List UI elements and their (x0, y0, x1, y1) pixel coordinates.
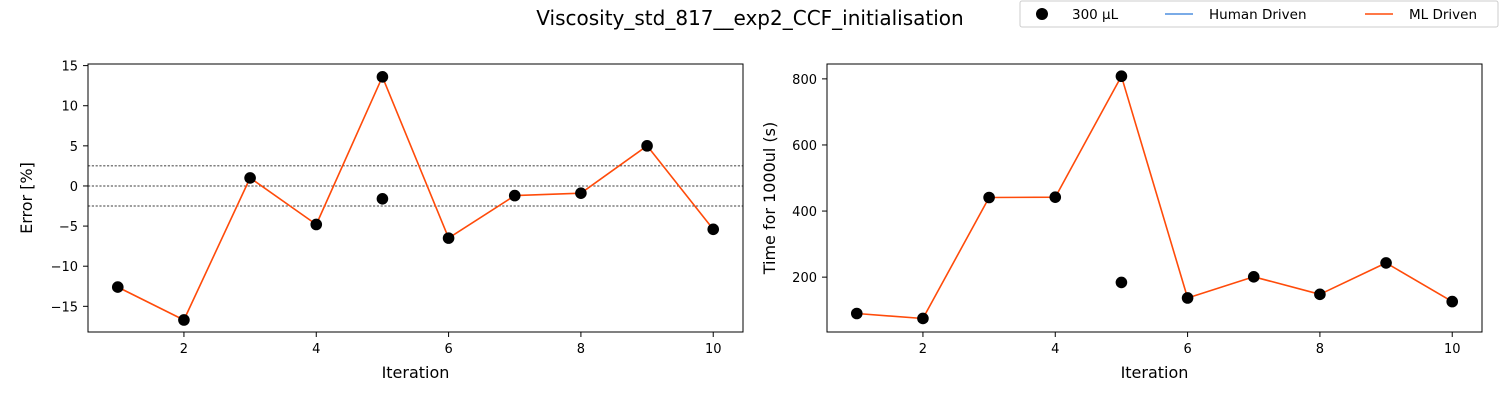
time-y-tick-label: 800 (792, 73, 817, 88)
time-data-point (1314, 288, 1326, 301)
error-data-point (707, 223, 720, 236)
time-data-point (1049, 191, 1062, 203)
error-ml-driven-line (117, 76, 714, 321)
time-data-point (983, 191, 995, 204)
error-data-point (376, 193, 389, 205)
time-data-point (1247, 271, 1260, 283)
time-panel: 2 4 6 8 10 200 400 600 800 Iteration Time for 1000… (760, 63, 1483, 382)
error-x-tick-label: 6 (444, 342, 452, 357)
time-y-tick-label: 400 (792, 205, 817, 220)
error-data-point (442, 232, 455, 244)
error-x-axis-label: Iteration (382, 363, 450, 382)
error-y-tick-label: −10 (51, 260, 78, 275)
error-x-tick-label: 4 (312, 342, 320, 357)
error-y-axis-label: Error [%] (17, 162, 36, 234)
time-data-point (1181, 292, 1194, 304)
time-ml-driven-line (856, 75, 1453, 320)
error-data-point (310, 218, 323, 231)
error-data-point (575, 187, 587, 199)
error-panel: 2 4 6 8 10 −15 −10 −5 0 5 10 15 Iteration Error [%] (17, 60, 744, 382)
legend-frame (1019, 0, 1499, 28)
time-data-point (1380, 257, 1392, 269)
error-x-tick-label: 2 (180, 342, 188, 357)
time-x-tick-label: 2 (919, 342, 927, 357)
error-y-tick-label: 15 (61, 60, 78, 75)
time-y-tick-label: 600 (792, 139, 817, 154)
time-data-point (1115, 276, 1128, 289)
legend-label-human: Human Driven (1209, 7, 1307, 23)
legend-label-ml: ML Driven (1409, 7, 1477, 23)
legend: 300 µL Human Driven ML Driven (1019, 0, 1499, 28)
error-y-tick-label: 10 (61, 100, 78, 115)
time-x-tick-label: 4 (1051, 342, 1059, 357)
figure-title: Viscosity_std_817__exp2_CCF_initialisati… (536, 6, 963, 30)
error-data-point (178, 314, 190, 326)
time-x-tick-label: 10 (1444, 342, 1461, 357)
error-y-tick-label: 0 (70, 180, 78, 195)
time-x-tick-label: 8 (1316, 342, 1324, 357)
error-data-point (641, 140, 653, 152)
time-x-tick-label: 6 (1183, 342, 1191, 357)
time-y-axis-label: Time for 1000ul (s) (760, 122, 779, 276)
legend-marker-icon (1036, 8, 1048, 20)
error-data-point (244, 172, 256, 184)
time-x-axis-label: Iteration (1121, 363, 1189, 382)
time-data-point (1115, 70, 1128, 83)
error-x-tick-label: 10 (705, 342, 722, 357)
error-data-point (508, 189, 521, 202)
legend-label-300ul: 300 µL (1072, 7, 1119, 23)
time-axes-frame (826, 63, 1483, 333)
error-y-tick-label: 5 (70, 140, 78, 155)
error-y-tick-label: −15 (51, 300, 78, 315)
time-y-tick-label: 200 (792, 271, 817, 286)
error-y-tick-label: −5 (59, 220, 78, 235)
error-data-point (376, 71, 389, 83)
time-data-point (850, 307, 863, 320)
error-axes-frame (87, 63, 744, 333)
time-data-point (917, 312, 929, 325)
error-data-point (111, 281, 124, 293)
time-data-point (1446, 295, 1459, 308)
error-x-tick-label: 8 (577, 342, 585, 357)
